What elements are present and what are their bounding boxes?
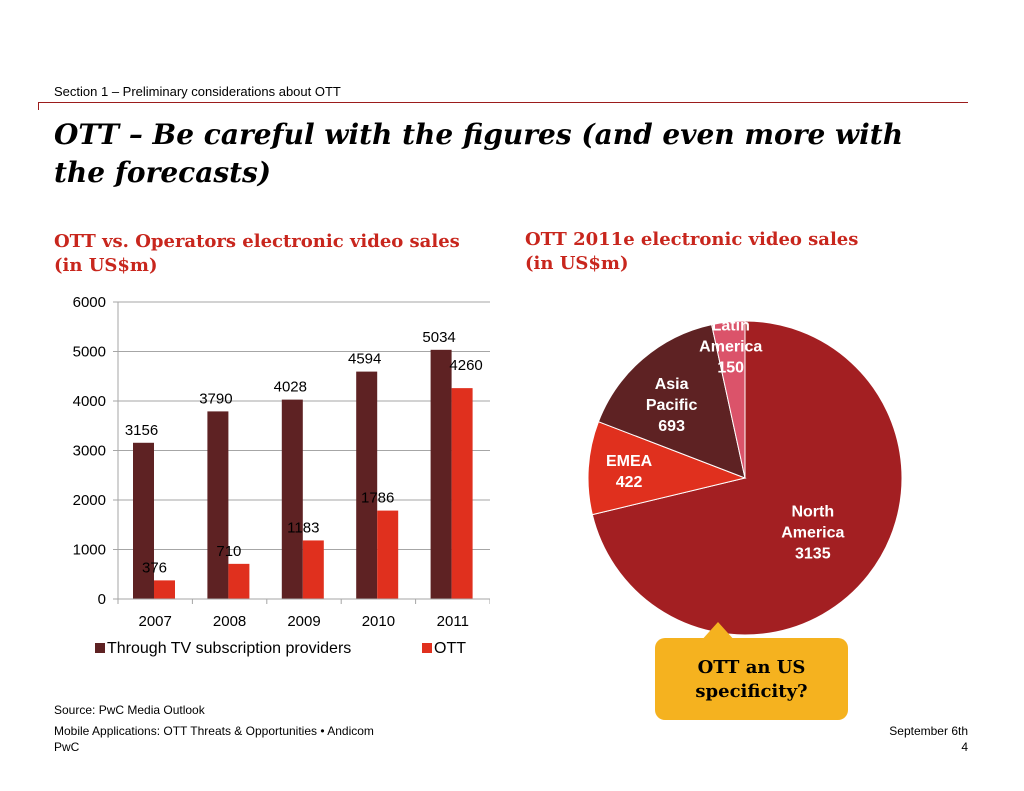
x-tick-label: 2010 bbox=[362, 613, 395, 630]
y-tick-label: 1000 bbox=[73, 542, 106, 559]
callout-box: OTT an US specificity? bbox=[655, 638, 848, 720]
section-divider-tick bbox=[38, 102, 39, 110]
pie-label-line: Asia bbox=[655, 376, 689, 393]
pie-slice bbox=[591, 320, 903, 636]
pie-label-line: America bbox=[781, 524, 844, 541]
callout-text: OTT an US specificity? bbox=[655, 656, 848, 704]
pie-slice bbox=[587, 421, 747, 516]
data-label: 5034 bbox=[422, 329, 455, 346]
data-label: 3156 bbox=[125, 422, 158, 439]
pie-label-value: 150 bbox=[717, 359, 744, 376]
bar-chart-title-line1: OTT vs. Operators electronic video sales bbox=[54, 231, 460, 252]
y-tick-label: 6000 bbox=[73, 294, 106, 311]
pie-label-line: America bbox=[699, 338, 762, 355]
x-tick-label: 2009 bbox=[287, 613, 320, 630]
callout-line2: specificity? bbox=[695, 681, 808, 702]
pie-chart: North America 3135 EMEA 422 Asia Pacific 693 Lat… bbox=[587, 317, 903, 636]
pie-label-value: 422 bbox=[616, 474, 643, 491]
pie-label: EMEA 422 bbox=[606, 453, 653, 491]
legend-label: Through TV subscription providers bbox=[107, 640, 351, 657]
pie-label: Latin America 150 bbox=[699, 317, 762, 376]
bar-ott-2007 bbox=[154, 580, 175, 599]
pie-chart-title-line1: OTT 2011e electronic video sales bbox=[525, 229, 859, 250]
bar-tv-2009 bbox=[281, 399, 303, 599]
data-label: 3790 bbox=[199, 390, 232, 407]
x-tick-label: 2008 bbox=[213, 613, 246, 630]
footer-right: September 6th 4 bbox=[889, 723, 968, 755]
data-label: 4028 bbox=[274, 379, 307, 396]
bar-tv-2008 bbox=[207, 411, 229, 599]
source-note: Source: PwC Media Outlook bbox=[54, 703, 205, 717]
pie-label: Asia Pacific 693 bbox=[646, 376, 698, 435]
footer-left: Mobile Applications: OTT Threats & Oppor… bbox=[54, 723, 374, 755]
bar-tv-2010 bbox=[356, 371, 378, 599]
data-label: 710 bbox=[216, 543, 241, 560]
bar-ott-2011 bbox=[451, 388, 473, 599]
pie-label-value: 3135 bbox=[795, 545, 831, 562]
y-tick-label: 4000 bbox=[73, 393, 106, 410]
slide-title: OTT – Be careful with the figures (and e… bbox=[54, 118, 904, 189]
legend-swatch bbox=[422, 643, 432, 653]
x-tick-label: 2011 bbox=[437, 613, 469, 630]
callout-pointer bbox=[700, 622, 736, 642]
pie-chart-title: OTT 2011e electronic video sales (in US$… bbox=[525, 228, 945, 276]
data-label: 1786 bbox=[361, 490, 394, 507]
data-label: 1183 bbox=[287, 519, 319, 536]
bar-tv-2011 bbox=[430, 349, 452, 599]
bar-ott-2010 bbox=[377, 510, 399, 599]
footer-date: September 6th bbox=[889, 724, 968, 738]
bar-chart: 0 1000 2000 3000 4000 5000 6000 3156 376 2007 3790… bbox=[73, 294, 490, 657]
pie-label-line: EMEA bbox=[606, 453, 653, 470]
section-label: Section 1 – Preliminary considerations a… bbox=[54, 84, 341, 99]
y-tick-label: 2000 bbox=[73, 492, 106, 509]
y-tick-label: 0 bbox=[98, 591, 106, 608]
footer-page-number: 4 bbox=[961, 740, 968, 754]
bar-chart-title: OTT vs. Operators electronic video sales… bbox=[54, 230, 504, 278]
bar-ott-2009 bbox=[302, 540, 324, 599]
callout-line1: OTT an US bbox=[697, 657, 806, 678]
bar-ott-2008 bbox=[228, 563, 250, 599]
pie-label-line: North bbox=[791, 503, 834, 520]
pie-label: North America 3135 bbox=[781, 503, 844, 562]
x-tick-label: 2007 bbox=[139, 613, 172, 630]
pie-label-line: Pacific bbox=[646, 397, 698, 414]
bar-chart-title-line2: (in US$m) bbox=[54, 255, 158, 276]
bar-tv-2007 bbox=[133, 442, 154, 599]
y-tick-label: 3000 bbox=[73, 443, 106, 460]
data-label: 4260 bbox=[449, 357, 482, 374]
pie-label-value: 693 bbox=[658, 418, 685, 435]
pie-slice bbox=[597, 323, 746, 479]
y-tick-label: 5000 bbox=[73, 344, 106, 361]
data-label: 4594 bbox=[348, 351, 381, 368]
pie-slice bbox=[711, 320, 746, 479]
footer-presentation-title: Mobile Applications: OTT Threats & Oppor… bbox=[54, 724, 374, 738]
pie-label-line: Latin bbox=[712, 317, 750, 334]
pie-chart-title-line2: (in US$m) bbox=[525, 253, 629, 274]
data-label: 376 bbox=[142, 559, 167, 576]
legend-swatch bbox=[95, 643, 105, 653]
section-divider bbox=[38, 102, 968, 103]
footer-company: PwC bbox=[54, 740, 80, 754]
legend-label: OTT bbox=[434, 640, 466, 657]
